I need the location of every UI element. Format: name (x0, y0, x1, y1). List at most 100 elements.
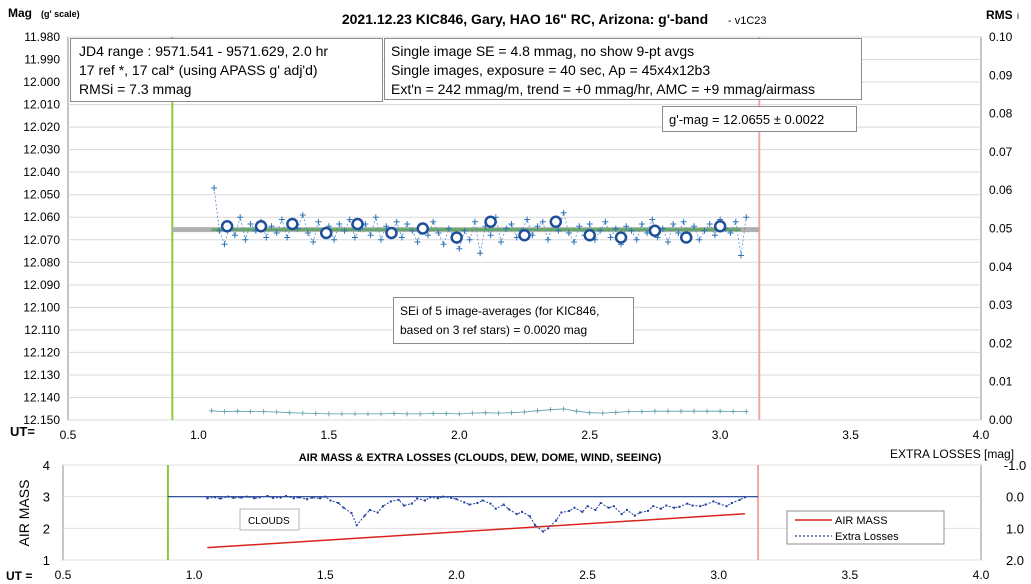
rms-point (652, 408, 658, 414)
top-left-tick-label: 12.040 (23, 165, 60, 179)
single-image-point (675, 230, 682, 237)
single-image-point (456, 245, 463, 252)
single-image-point (555, 227, 562, 234)
extra-losses-point (625, 508, 628, 511)
clouds-label: CLOUDS (248, 516, 290, 527)
extra-losses-point (355, 524, 358, 527)
single-image-point (586, 220, 593, 227)
single-image-point (560, 209, 567, 216)
extra-losses-point (502, 503, 505, 506)
rms-point (352, 411, 358, 417)
extra-losses-point (725, 505, 728, 508)
info-right-line-3: Ext'n = 242 mmag/m, trend = +0 mmag/hr, … (391, 81, 816, 97)
rms-point (548, 407, 554, 413)
single-image-point (242, 236, 249, 243)
extra-losses-point (368, 508, 371, 511)
single-image-point (487, 232, 494, 239)
single-image-point (471, 218, 478, 225)
rms-point (678, 408, 684, 414)
rms-point (235, 408, 241, 414)
single-image-point (466, 236, 473, 243)
single-image-point (638, 220, 645, 227)
rms-series (208, 406, 749, 417)
single-image-point (607, 234, 614, 241)
bottom-x-tick-label: 2.5 (579, 568, 596, 582)
top-right-tick-label: 0.05 (989, 222, 1013, 236)
extra-losses-point (743, 496, 746, 499)
extra-losses-point (240, 496, 243, 499)
single-image-point (341, 227, 348, 234)
single-image-point (383, 223, 390, 230)
single-image-point (378, 236, 385, 243)
single-image-point (706, 220, 713, 227)
top-panel: 11.980 11.990 12.000 12.010 12.020 12.030 12.0… (8, 6, 1019, 442)
avg-point (679, 231, 693, 244)
bottom-left-tick-label: 2 (43, 521, 50, 536)
bottom-chart-title: AIR MASS & EXTRA LOSSES (CLOUDS, DEW, DO… (299, 452, 662, 464)
sei-box: SEi of 5 image-averages (for KIC846, bas… (393, 297, 634, 344)
avg-point (549, 215, 563, 228)
single-image-point (304, 230, 311, 237)
extra-losses-point (455, 498, 458, 501)
single-image-point (263, 234, 270, 241)
single-image-point (393, 218, 400, 225)
bottom-legend-box (786, 510, 945, 545)
single-image-point (409, 227, 416, 234)
top-left-tick-label: 12.140 (23, 390, 60, 404)
single-image-point (216, 227, 223, 234)
extra-losses-point (266, 495, 269, 498)
single-image-point (435, 230, 442, 237)
top-right-tick-label: 0.06 (989, 183, 1013, 197)
rms-point (535, 408, 541, 414)
extra-losses-point (660, 507, 663, 510)
avg-point (648, 224, 662, 238)
bottom-x-tick-label: 3.5 (842, 568, 859, 582)
single-image-point (310, 239, 317, 246)
rms-point (287, 410, 293, 416)
top-x-tick-label: 2.0 (451, 428, 468, 442)
single-image-point (237, 214, 244, 221)
top-right-tick-label: 0.02 (989, 336, 1013, 350)
rms-point (326, 411, 332, 417)
rms-point (561, 406, 567, 412)
bottom-panel: 1 2 3 4 -1.0 0.0 1.0 2.0 0.5 1.0 1.5 2.0 2.5 3.0 3.5… (6, 447, 1026, 583)
single-image-point (711, 232, 718, 239)
extra-losses-point (253, 497, 256, 500)
extra-losses-point (337, 502, 340, 504)
top-chart-title: 2021.12.23 KIC846, Gary, HAO 16" RC, Ari… (342, 11, 708, 27)
extra-losses-point (245, 495, 248, 498)
info-left-line-3: RMSi = 7.3 mmag (79, 81, 192, 97)
single-image-point (498, 239, 505, 246)
extra-losses-point (423, 499, 426, 502)
extra-losses-point (560, 511, 563, 514)
bottom-x-tick-label: 3.0 (710, 568, 727, 582)
single-image-point (732, 218, 739, 225)
single-image-point (576, 223, 583, 230)
extra-losses-point (389, 500, 392, 503)
info-box-right: Single image SE = 4.8 mmag, no show 9-pt… (384, 38, 862, 100)
bottom-right-tick-label: 0.0 (1006, 490, 1024, 505)
top-right-tick-labels: 0.00 0.01 0.02 0.03 0.04 0.05 0.06 0.07 0.08 0.09… (989, 30, 1013, 427)
extra-losses-point (329, 499, 332, 502)
single-image-point (628, 227, 635, 234)
top-left-tick-label: 12.110 (24, 323, 60, 337)
single-image-point (565, 230, 572, 237)
extra-losses-point (232, 496, 235, 499)
extra-losses-point (594, 508, 597, 511)
top-right-tick-label: 0.07 (989, 145, 1013, 159)
top-x-tick-label: 3.5 (842, 428, 859, 442)
bottom-x-tick-label: 0.5 (55, 568, 72, 582)
extra-losses-point (691, 504, 694, 507)
single-image-point (539, 218, 546, 225)
extra-losses-series (206, 495, 746, 533)
rms-point (339, 411, 345, 417)
single-image-point (351, 234, 358, 241)
rms-point (600, 410, 606, 416)
rms-point (522, 409, 527, 415)
extra-losses-point (534, 524, 537, 527)
avg-series (220, 215, 727, 244)
single-image-point (727, 230, 734, 237)
gmag-box: g'-mag = 12.0655 ± 0.0022 (662, 106, 857, 132)
extra-losses-point (568, 509, 571, 512)
